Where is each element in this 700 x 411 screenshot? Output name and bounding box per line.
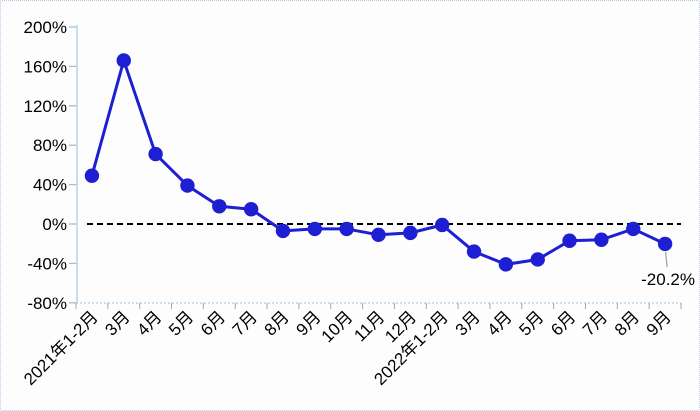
- data-point: [466, 244, 482, 259]
- data-point: [530, 252, 545, 267]
- x-axis-category-label: 6月: [197, 307, 229, 339]
- y-axis-tick-label: 0%: [42, 215, 67, 234]
- data-point: [626, 221, 641, 237]
- y-axis-tick-label: 200%: [24, 18, 67, 37]
- data-point: [657, 236, 673, 252]
- data-point: [307, 221, 323, 237]
- data-point: [84, 168, 100, 183]
- x-axis-category-label: 3月: [101, 307, 133, 339]
- data-point: [434, 217, 450, 233]
- x-axis-category-label: 8月: [261, 307, 293, 339]
- data-point: [148, 146, 163, 162]
- data-point: [243, 202, 259, 217]
- data-point: [498, 257, 514, 272]
- data-point: [594, 232, 609, 247]
- x-axis-category-label: 5月: [515, 307, 547, 339]
- data-point: [116, 53, 131, 68]
- y-axis-tick-label: -40%: [27, 254, 67, 273]
- data-point: [275, 223, 291, 239]
- x-axis-category-label: 10月: [318, 307, 357, 346]
- data-point: [562, 233, 577, 248]
- data-point: [403, 225, 418, 241]
- y-axis-tick-label: 120%: [24, 97, 67, 116]
- x-axis-category-label: 6月: [547, 307, 579, 339]
- data-point: [339, 221, 354, 237]
- y-axis-tick-label: -80%: [27, 294, 67, 313]
- annotation-leader-line: [664, 251, 668, 267]
- data-point: [371, 227, 386, 243]
- x-axis-category-label: 4月: [133, 307, 165, 339]
- y-axis-tick-label: 160%: [24, 57, 67, 76]
- data-label-annotation: -20.2%: [641, 270, 695, 289]
- y-axis-tick-label: 40%: [33, 176, 67, 195]
- x-axis-category-label: 5月: [165, 307, 197, 339]
- x-axis-category-label: 3月: [452, 307, 484, 339]
- x-axis-category-label: 9月: [643, 307, 675, 339]
- x-axis-category-label: 8月: [611, 307, 643, 339]
- x-axis-category-label: 2021年1-2月: [20, 307, 102, 389]
- x-axis-category-label: 4月: [484, 307, 516, 339]
- x-axis-category-label: 7月: [579, 307, 611, 339]
- y-axis-tick-label: 80%: [33, 136, 67, 155]
- data-point: [212, 199, 227, 214]
- x-axis-category-label: 11月: [350, 307, 388, 345]
- x-axis-category-label: 7月: [229, 307, 261, 339]
- data-point: [180, 178, 195, 193]
